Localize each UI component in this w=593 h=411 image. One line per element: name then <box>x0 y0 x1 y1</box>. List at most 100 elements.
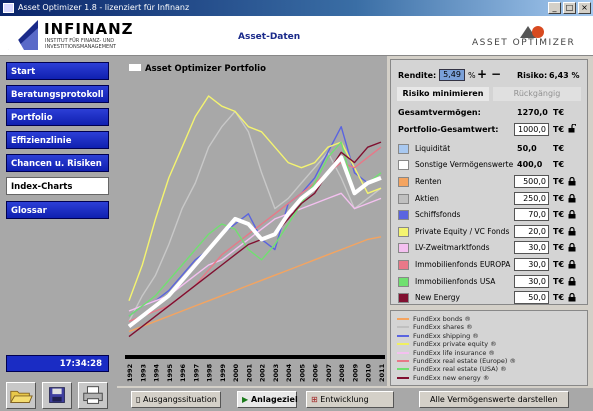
increase-button[interactable]: + <box>477 67 488 81</box>
series-line-3 <box>128 95 382 302</box>
lock-icon[interactable] <box>568 260 576 269</box>
asset-value-input[interactable]: 30,0 <box>514 241 549 255</box>
unit-label: T€ <box>553 243 565 253</box>
asset-value-input[interactable]: 20,0 <box>514 224 549 238</box>
portfolio-gesamtwert-input[interactable]: 1000,0 <box>514 123 549 136</box>
minimize-button[interactable]: _ <box>548 2 561 14</box>
tab-alle-vermoegenswerte[interactable]: Alle Vermögenswerte darstellen <box>419 391 569 408</box>
asset-value-input[interactable]: 500,0 <box>514 175 549 188</box>
folder-icon <box>10 390 33 403</box>
lock-icon[interactable] <box>568 276 576 286</box>
x-tick-label: 2003 <box>272 364 280 382</box>
index-chart: Asset Optimizer Portfolio 1992 1993 1994 19… <box>125 64 386 382</box>
x-tick-label: 1997 <box>192 364 200 382</box>
asset-row: Immobilienfonds EUROPA 30,0 T€ <box>391 258 589 272</box>
unit-label: T€ <box>553 144 565 153</box>
legend-line <box>397 376 409 379</box>
series-line-6 <box>128 141 382 317</box>
product-name: ASSET OPTIMIZER <box>472 38 576 48</box>
legend-line <box>397 343 409 346</box>
series-line-4 <box>128 192 382 312</box>
asset-label: Renten <box>415 177 442 186</box>
nav-index-charts[interactable]: Index-Charts <box>6 177 109 195</box>
chart-area: Asset Optimizer Portfolio 1992 1993 1994 19… <box>117 56 387 386</box>
tab-anlageziel[interactable]: ▶ Anlageziel <box>237 391 298 408</box>
x-tick-label: 1998 <box>206 363 214 382</box>
asset-value-input[interactable]: 30,0 <box>514 274 549 288</box>
legend-line <box>397 368 409 371</box>
unit-label: T€ <box>553 226 565 236</box>
legend-item: FundExx real estate (USA) ® <box>397 365 507 373</box>
lock-icon[interactable] <box>568 177 576 186</box>
asset-label: Sonstige Vermögenswerte <box>415 160 514 169</box>
tab-entwicklung[interactable]: ⊞ Entwicklung <box>306 391 394 408</box>
series-line-1 <box>128 110 382 322</box>
legend-line <box>397 351 409 354</box>
asset-value-input[interactable]: 70,0 <box>514 208 549 222</box>
x-tick-label: 1996 <box>179 363 187 382</box>
x-tick-label: 2010 <box>365 363 373 382</box>
asset-value-input[interactable]: 30,0 <box>514 258 549 271</box>
asset-row: Immobilienfonds USA 30,0 T€ <box>391 274 589 289</box>
x-tick-label: 2007 <box>325 364 333 382</box>
color-swatch <box>398 293 409 304</box>
save-button[interactable] <box>42 382 72 409</box>
lock-icon[interactable] <box>568 293 576 302</box>
legend-line <box>397 326 409 329</box>
asset-label: Liquidität <box>415 144 451 153</box>
risiko-minimieren-button[interactable]: Risiko minimieren <box>397 87 489 101</box>
x-tick-label: 1999 <box>219 363 227 382</box>
legend-item: FundExx life insurance ® <box>397 349 495 357</box>
unit-label: T€ <box>553 210 565 220</box>
asset-label: New Energy <box>415 293 460 303</box>
open-folder-button[interactable] <box>6 382 36 409</box>
portfolio-gesamtwert-row: Portfolio-Gesamtwert: 1000,0 T€ <box>391 123 589 137</box>
gesamtvermoegen-row: Gesamtvermögen: 1270,0 T€ <box>398 108 565 117</box>
app-icon <box>3 3 14 13</box>
x-tick-label: 2009 <box>351 363 359 382</box>
nav-portfolio[interactable]: Portfolio <box>6 108 109 126</box>
maximize-button[interactable]: □ <box>563 2 576 14</box>
nav-effizienzlinie[interactable]: Effizienzlinie <box>6 131 109 149</box>
x-tick-label: 2001 <box>245 363 253 382</box>
lock-icon[interactable] <box>568 226 576 236</box>
decrease-button[interactable]: − <box>491 67 502 81</box>
asset-label: Schiffsfonds <box>415 210 461 220</box>
asset-label: Aktien <box>415 193 439 203</box>
asset-optimizer-logo-icon <box>520 26 544 38</box>
legend-panel: FundExx bonds ® FundExx shares ® FundExx s… <box>390 310 588 386</box>
optimizer-panel: Rendite: 5,49 % + − Risiko: 6,43 % Risik… <box>390 59 588 305</box>
lock-icon[interactable] <box>568 243 576 252</box>
lock-icon[interactable] <box>568 210 576 219</box>
tab-ausgangssituation[interactable]: ▯ Ausgangssituation <box>131 391 221 408</box>
nav-beratungsprotokoll[interactable]: Beratungsprotokoll <box>6 85 109 103</box>
asset-label: Immobilienfonds USA <box>415 276 496 286</box>
unit-label: T€ <box>553 293 565 303</box>
unlock-icon[interactable] <box>568 124 576 133</box>
portfolio-legend-swatch <box>129 64 141 71</box>
chart-title: Asset Optimizer Portfolio <box>145 64 266 74</box>
rueckgaengig-button[interactable]: Rückgängig <box>493 87 581 101</box>
nav-chancen-risiken[interactable]: Chancen u. Risiken <box>6 154 109 172</box>
legend-item: FundExx shipping ® <box>397 332 479 340</box>
series-line-0 <box>128 236 382 333</box>
page-title: Asset-Daten <box>238 32 301 42</box>
lock-icon[interactable] <box>568 193 576 203</box>
unit-label: T€ <box>553 193 565 203</box>
color-swatch <box>398 243 409 254</box>
nav-start[interactable]: Start <box>6 62 109 80</box>
legend-item: FundExx bonds ® <box>397 315 471 323</box>
rendite-input[interactable]: 5,49 <box>439 69 465 81</box>
close-button[interactable]: × <box>578 2 591 14</box>
unit-label: T€ <box>553 160 565 169</box>
header: INFINANZ INSTITUT FÜR FINANZ- UND INVEST… <box>0 16 593 56</box>
nav-glossar[interactable]: Glossar <box>6 201 109 219</box>
asset-row: Private Equity / VC Fonds 20,0 T€ <box>391 224 589 239</box>
x-tick-label: 2000 <box>232 363 240 382</box>
asset-row: New Energy 50,0 T€ <box>391 291 589 305</box>
print-button[interactable] <box>78 382 108 409</box>
legend-item: FundExx shares ® <box>397 323 473 331</box>
asset-value-input[interactable]: 250,0 <box>514 191 549 205</box>
asset-value-input[interactable]: 50,0 <box>514 291 549 305</box>
sidebar: Start Beratungsprotokoll Portfolio Effiz… <box>0 56 117 411</box>
